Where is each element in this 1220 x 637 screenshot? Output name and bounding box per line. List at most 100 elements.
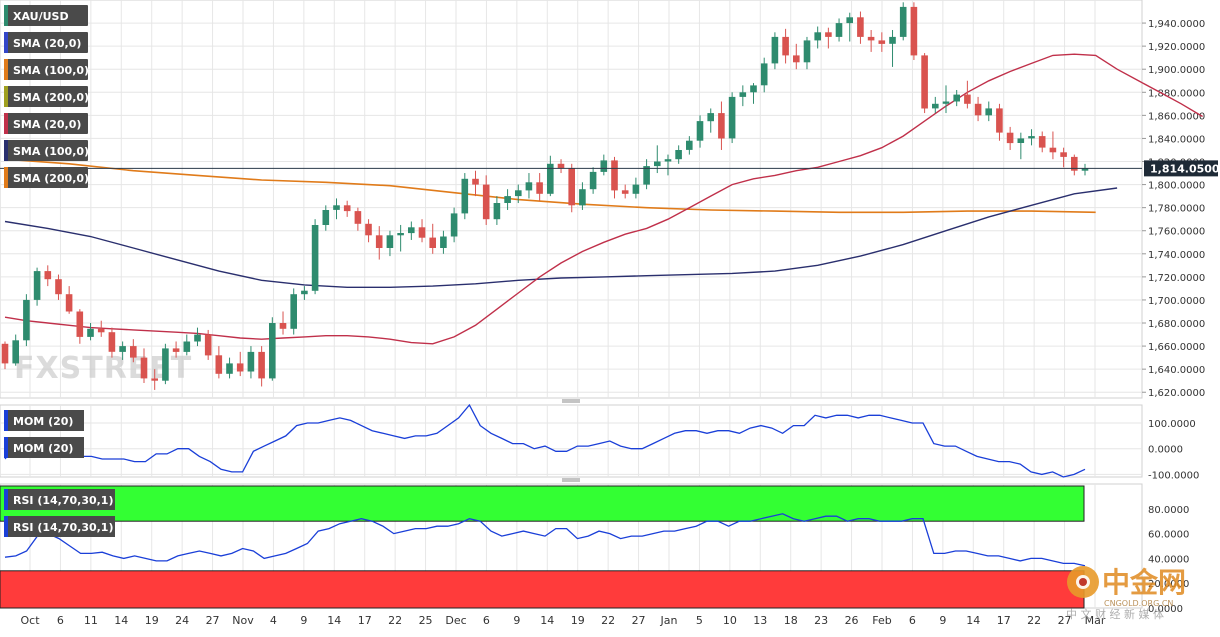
legend-item: RSI (14,70,30,1) xyxy=(4,489,115,510)
legend-item: XAU/USD xyxy=(4,5,88,26)
x-tick-label: Nov xyxy=(232,614,254,627)
legend-badge xyxy=(4,516,115,537)
legend-badge xyxy=(4,86,88,107)
candle-body xyxy=(162,348,169,381)
candle-body xyxy=(215,355,223,374)
candle-body xyxy=(226,363,233,374)
x-tick-label: 19 xyxy=(571,614,585,627)
candle-body xyxy=(974,103,982,116)
candle-body xyxy=(33,271,41,300)
candle-body xyxy=(1038,136,1046,148)
x-tick-label: 18 xyxy=(784,614,798,627)
legend-badge xyxy=(4,5,88,26)
candle-body xyxy=(397,233,404,236)
legend-badge xyxy=(4,437,84,458)
candle-body xyxy=(311,225,319,291)
legend-badge xyxy=(4,32,88,53)
y-tick-label: 1,720.0000 xyxy=(1148,273,1205,284)
candle-body xyxy=(932,103,939,109)
x-tick-label: 22 xyxy=(388,614,402,627)
candle-body xyxy=(183,341,191,352)
legend-color-swatch xyxy=(4,32,8,53)
candle-body xyxy=(279,323,287,329)
candle-body xyxy=(760,63,768,86)
y-tick-label: 1,760.0000 xyxy=(1148,227,1205,238)
x-tick-label: 22 xyxy=(601,614,615,627)
x-tick-label: 23 xyxy=(814,614,828,627)
candle-body xyxy=(910,6,918,56)
panel-resize-handle[interactable] xyxy=(562,399,580,403)
candle-body xyxy=(814,32,821,41)
panel-resize-handle[interactable] xyxy=(562,478,580,482)
logo-text-cn: 中金网 xyxy=(1102,566,1186,599)
candle-body xyxy=(1060,152,1067,157)
candle-body xyxy=(236,363,244,372)
y-tick-label: 0.0000 xyxy=(1148,604,1183,615)
candle-body xyxy=(793,55,800,63)
legend-item: SMA (20,0) xyxy=(4,32,88,53)
candle-body xyxy=(333,205,340,210)
candle-body xyxy=(728,96,736,139)
logo-mark-dot xyxy=(1079,578,1087,586)
candle-body xyxy=(204,334,212,356)
candle-body xyxy=(1017,138,1025,143)
candle-body xyxy=(343,205,351,212)
candle-body xyxy=(429,237,436,248)
x-tick-label: 27 xyxy=(206,614,220,627)
candle-body xyxy=(686,140,693,150)
candle-body xyxy=(664,159,672,162)
x-tick-label: 9 xyxy=(939,614,946,627)
candle-body xyxy=(825,32,832,37)
candle-body xyxy=(12,340,19,364)
candle-body xyxy=(1071,156,1078,171)
y-tick-label: 1,660.0000 xyxy=(1148,342,1205,353)
last-price-badge xyxy=(1144,160,1218,177)
candle-body xyxy=(515,190,522,197)
legend-label: MOM (20) xyxy=(13,415,73,428)
candle-body xyxy=(44,271,52,280)
x-tick-label: 17 xyxy=(358,614,372,627)
candle-body xyxy=(643,166,650,185)
legend-badge xyxy=(4,410,84,431)
legend-label: SMA (100,0) xyxy=(13,64,89,77)
legend-item: SMA (100,0) xyxy=(4,140,89,161)
candle-body xyxy=(269,323,276,379)
y-tick-label: 1,940.0000 xyxy=(1148,19,1205,30)
legend-color-swatch xyxy=(4,140,8,161)
legend-badge xyxy=(4,59,88,80)
last-price-label: 1,814.0500 xyxy=(1150,162,1220,175)
x-tick-label: Dec xyxy=(445,614,466,627)
legend-color-swatch xyxy=(4,5,8,26)
candle-body xyxy=(782,36,789,56)
y-tick-label: 80.0000 xyxy=(1148,505,1189,516)
legend-label: SMA (200,0) xyxy=(13,172,89,185)
candle-body xyxy=(76,311,84,337)
x-tick-label: 6 xyxy=(909,614,916,627)
candle-body xyxy=(696,121,704,141)
candle-body xyxy=(964,94,971,104)
candle-body xyxy=(258,351,265,379)
legend-badge xyxy=(4,489,115,510)
candle-body xyxy=(386,235,394,248)
legend-badge xyxy=(4,167,88,188)
legend-color-swatch xyxy=(4,167,8,188)
x-tick-label: 13 xyxy=(753,614,767,627)
legend-item: MOM (20) xyxy=(4,410,84,431)
y-tick-label: 100.0000 xyxy=(1148,419,1196,430)
x-tick-label: 11 xyxy=(84,614,98,627)
candle-body xyxy=(119,346,126,352)
y-tick-label: 1,620.0000 xyxy=(1148,388,1205,399)
candle-body xyxy=(1049,147,1057,153)
candle-body xyxy=(857,17,864,37)
legend-color-swatch xyxy=(4,113,8,134)
x-tick-label: 14 xyxy=(966,614,980,627)
x-tick-label: 27 xyxy=(632,614,646,627)
candle-body xyxy=(375,235,383,248)
x-tick-label: 9 xyxy=(513,614,520,627)
candle-body xyxy=(140,357,148,379)
legend-item: SMA (200,0) xyxy=(4,167,89,188)
candle-body xyxy=(418,227,426,238)
candle-body xyxy=(482,184,490,220)
candle-body xyxy=(899,6,907,37)
